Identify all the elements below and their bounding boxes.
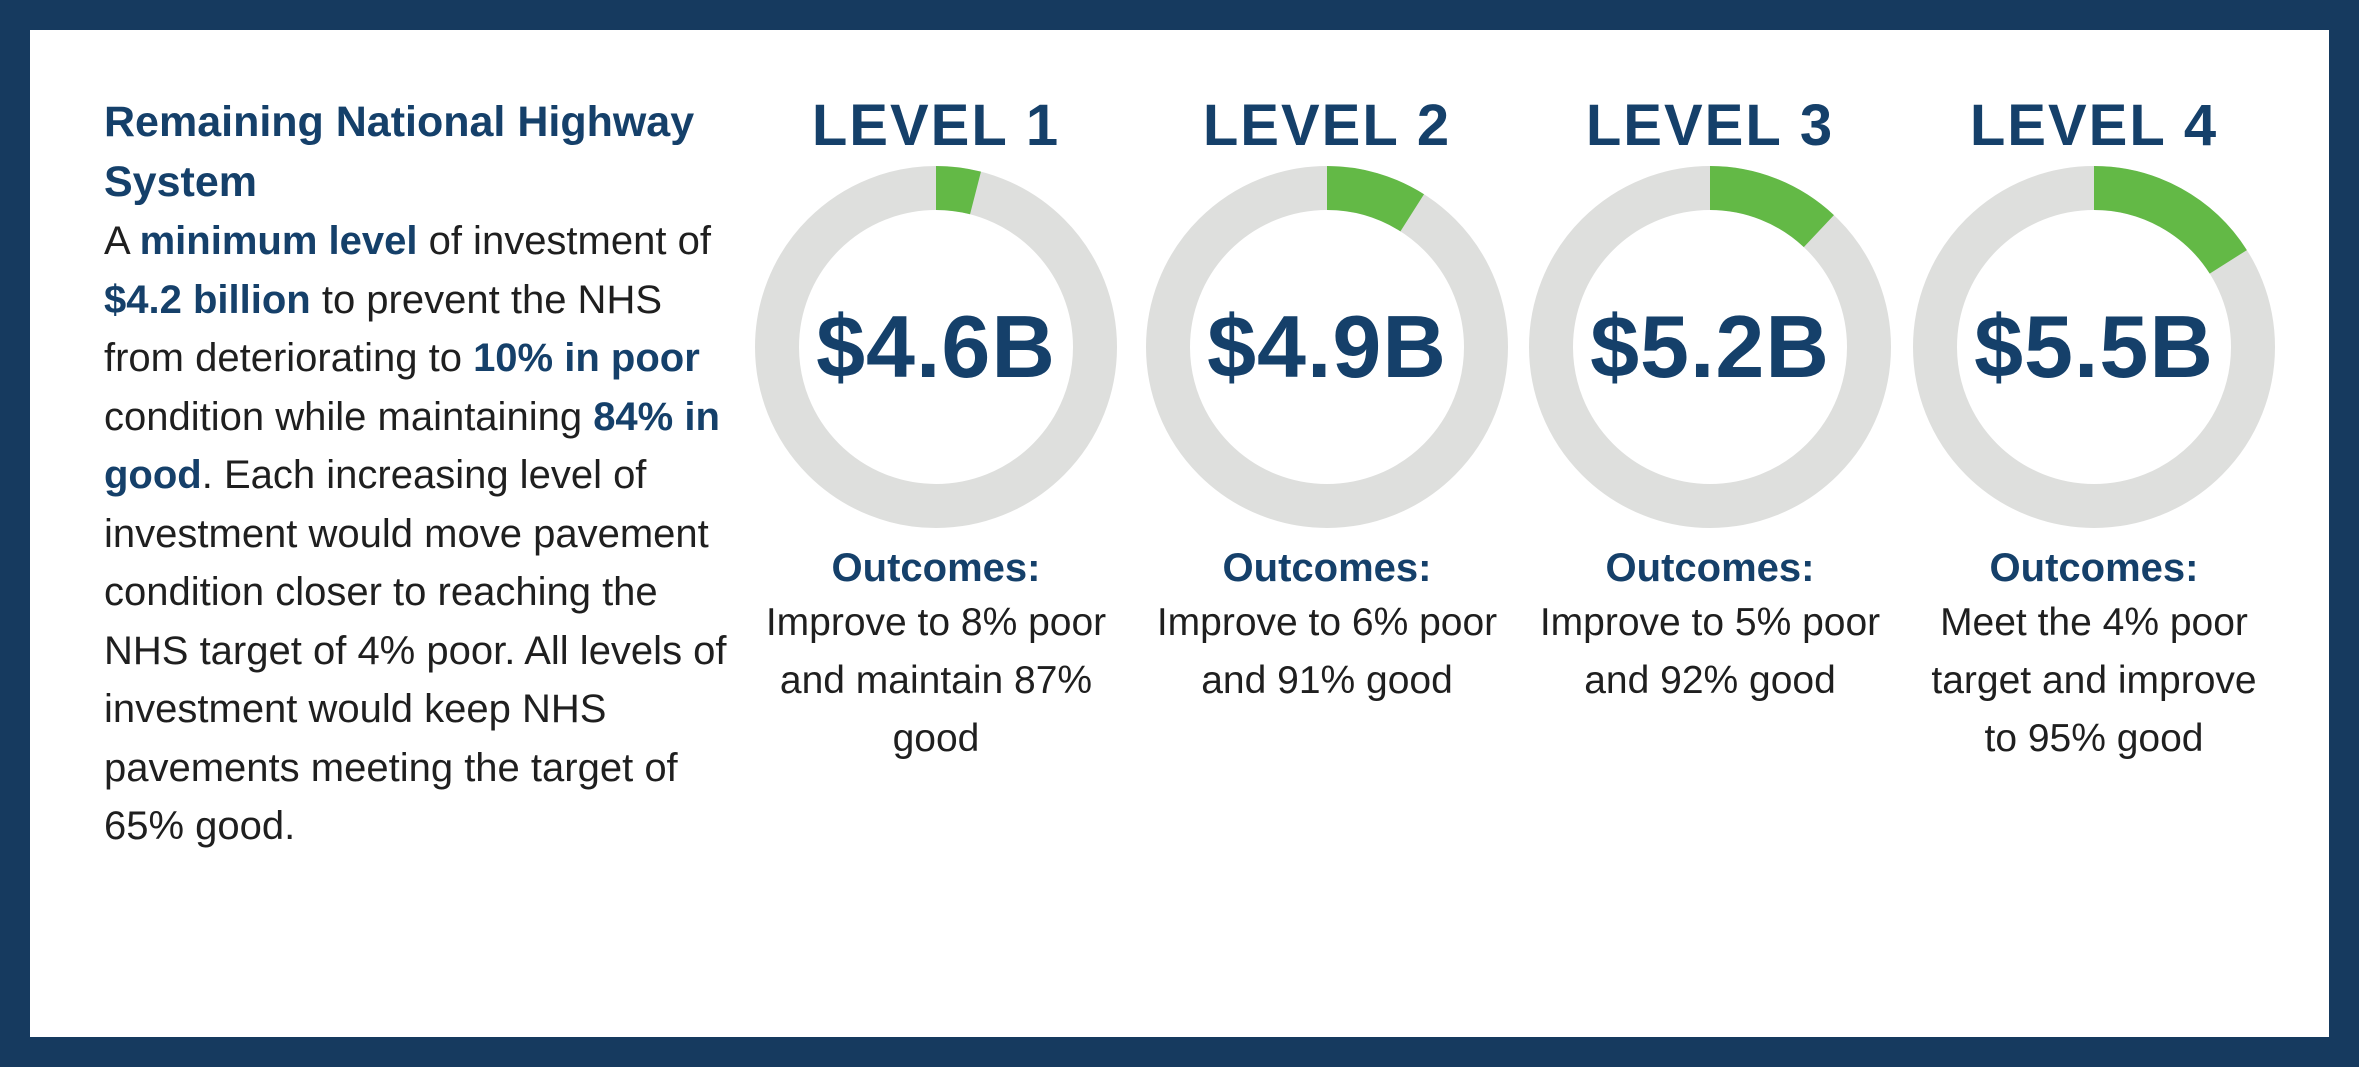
donut-ring: $5.5B — [1913, 166, 2275, 528]
intro-text: of investment of — [417, 219, 711, 263]
intro-text: A — [104, 219, 140, 263]
donut-svg — [1913, 166, 2275, 528]
investment-value: $5.5B — [1974, 297, 2214, 396]
intro-highlight: 84% in good — [104, 394, 720, 498]
donut-fill-arc — [1529, 166, 1891, 528]
infographic-panel — [30, 30, 2329, 1037]
outcome-description: Improve to 6% poor and 91% good — [1156, 601, 1498, 702]
investment-value: $4.6B — [816, 297, 1056, 396]
level-title: LEVEL 4 — [1969, 93, 2219, 158]
investment-value: $5.2B — [1590, 297, 1830, 396]
level-title: LEVEL 2 — [1202, 93, 1452, 158]
intro-text: . Each increasing level of investment wo… — [104, 453, 727, 848]
intro-title: Remaining National Highway System — [104, 98, 695, 206]
level-3: LEVEL 3 $5.2B Outcomes: Improve to 5% poor … — [1510, 90, 1910, 710]
investment-value: $4.9B — [1207, 297, 1447, 396]
outcomes-heading: Outcomes: — [1605, 546, 1815, 590]
outcome-description: Improve to 8% poor and maintain 87% good — [765, 601, 1107, 760]
donut-svg — [1146, 166, 1508, 528]
intro-highlight: $4.2 billion — [104, 277, 311, 322]
outcomes-heading: Outcomes: — [1222, 546, 1432, 590]
outcome-description: Improve to 5% poor and 92% good — [1539, 601, 1881, 702]
outcome-description: Meet the 4% poor target and improve to 9… — [1931, 601, 2257, 760]
donut-fill-arc — [1146, 166, 1508, 528]
intro-text: condition while maintaining — [104, 394, 594, 439]
donut-svg — [1529, 166, 1891, 528]
donut-fill-arc — [755, 166, 1117, 528]
intro-highlight: minimum level — [139, 219, 418, 263]
intro-text: to prevent the NHS from deteriorating to — [104, 277, 663, 381]
level-2: LEVEL 2 $4.9B Outcomes: Improve to 6% poor … — [1127, 90, 1527, 710]
intro-highlight: 10% in poor — [473, 336, 700, 380]
level-title: LEVEL 3 — [1585, 93, 1835, 158]
donut-fill-arc — [1913, 166, 2275, 528]
intro-section: Remaining National Highway System A mini… — [104, 92, 744, 856]
level-title: LEVEL 1 — [811, 93, 1061, 158]
donut-ring: $4.6B — [755, 166, 1117, 528]
donut-ring: $4.9B — [1146, 166, 1508, 528]
level-4: LEVEL 4 $5.5B Outcomes: Meet the 4% poor ta… — [1894, 90, 2294, 768]
intro-body: A minimum level of investment of $4.2 bi… — [104, 212, 744, 856]
outcomes-heading: Outcomes: — [831, 546, 1041, 590]
outcomes-heading: Outcomes: — [1989, 546, 2199, 590]
donut-svg — [755, 166, 1117, 528]
donut-ring: $5.2B — [1529, 166, 1891, 528]
level-1: LEVEL 1 $4.6B Outcomes: Improve to 8% poor … — [736, 90, 1136, 768]
